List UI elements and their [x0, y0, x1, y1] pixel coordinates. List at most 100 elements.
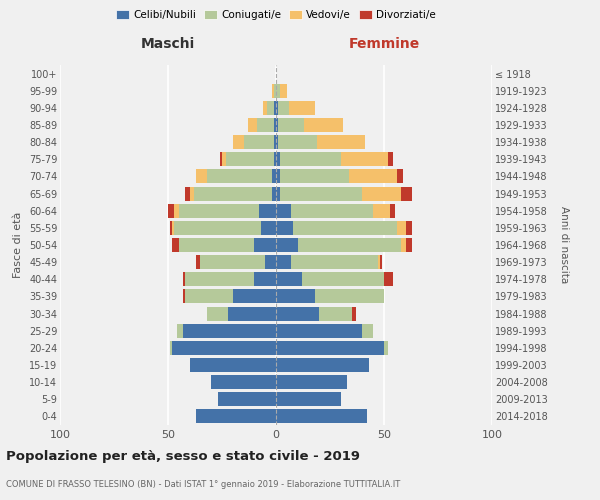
Bar	[315, 290, 384, 304]
Bar	[401, 238, 406, 252]
Bar	[272, 84, 274, 98]
Bar	[233, 135, 244, 149]
Bar	[222, 152, 226, 166]
Bar	[274, 118, 276, 132]
Bar	[276, 221, 293, 235]
Bar	[226, 152, 274, 166]
Bar	[172, 221, 175, 235]
Bar	[278, 101, 289, 115]
Text: Femmine: Femmine	[349, 38, 419, 52]
Bar	[397, 221, 406, 235]
Bar	[244, 135, 274, 149]
Bar	[276, 358, 369, 372]
Bar	[280, 84, 287, 98]
Bar	[302, 272, 384, 286]
Bar	[257, 118, 274, 132]
Bar	[289, 101, 315, 115]
Bar	[276, 152, 280, 166]
Bar	[278, 118, 304, 132]
Bar	[406, 221, 412, 235]
Bar	[276, 341, 384, 355]
Bar	[384, 272, 392, 286]
Bar	[185, 272, 254, 286]
Bar	[183, 290, 185, 304]
Bar	[384, 341, 388, 355]
Bar	[272, 186, 276, 200]
Bar	[172, 238, 179, 252]
Bar	[220, 152, 222, 166]
Bar	[254, 272, 276, 286]
Bar	[259, 204, 276, 218]
Bar	[352, 306, 356, 320]
Bar	[317, 135, 365, 149]
Bar	[207, 170, 272, 183]
Bar	[276, 410, 367, 424]
Bar	[268, 101, 274, 115]
Bar	[176, 324, 183, 338]
Text: Popolazione per età, sesso e stato civile - 2019: Popolazione per età, sesso e stato civil…	[6, 450, 360, 463]
Bar	[274, 101, 276, 115]
Bar	[276, 306, 319, 320]
Bar	[170, 221, 172, 235]
Bar	[391, 204, 395, 218]
Bar	[276, 375, 347, 389]
Bar	[196, 255, 200, 269]
Bar	[263, 101, 268, 115]
Bar	[272, 170, 276, 183]
Bar	[276, 255, 291, 269]
Bar	[175, 204, 179, 218]
Legend: Celibi/Nubili, Coniugati/e, Vedovi/e, Divorziati/e: Celibi/Nubili, Coniugati/e, Vedovi/e, Di…	[115, 8, 437, 22]
Bar	[276, 324, 362, 338]
Bar	[185, 290, 233, 304]
Bar	[190, 358, 276, 372]
Bar	[276, 392, 341, 406]
Bar	[341, 152, 388, 166]
Y-axis label: Anni di nascita: Anni di nascita	[559, 206, 569, 284]
Bar	[291, 255, 377, 269]
Bar	[218, 392, 276, 406]
Bar	[276, 101, 278, 115]
Bar	[276, 272, 302, 286]
Bar	[388, 152, 392, 166]
Bar	[185, 186, 190, 200]
Bar	[207, 306, 229, 320]
Bar	[274, 84, 276, 98]
Bar	[373, 204, 391, 218]
Bar	[211, 375, 276, 389]
Text: Maschi: Maschi	[141, 38, 195, 52]
Bar	[293, 221, 397, 235]
Bar	[377, 255, 380, 269]
Bar	[380, 255, 382, 269]
Bar	[200, 255, 265, 269]
Bar	[168, 204, 175, 218]
Bar	[172, 341, 276, 355]
Bar	[276, 186, 280, 200]
Bar	[183, 324, 276, 338]
Bar	[278, 135, 317, 149]
Bar	[401, 186, 412, 200]
Bar	[276, 84, 280, 98]
Bar	[179, 238, 254, 252]
Bar	[276, 118, 278, 132]
Bar	[194, 186, 272, 200]
Bar	[280, 170, 349, 183]
Bar	[229, 306, 276, 320]
Bar	[280, 152, 341, 166]
Bar	[291, 204, 373, 218]
Bar	[175, 221, 261, 235]
Bar	[349, 170, 397, 183]
Bar	[190, 186, 194, 200]
Bar	[183, 272, 185, 286]
Bar	[248, 118, 257, 132]
Bar	[254, 238, 276, 252]
Bar	[276, 204, 291, 218]
Bar	[397, 170, 403, 183]
Bar	[276, 238, 298, 252]
Bar	[233, 290, 276, 304]
Bar	[179, 204, 259, 218]
Bar	[319, 306, 352, 320]
Bar	[276, 170, 280, 183]
Bar	[196, 410, 276, 424]
Bar	[298, 238, 401, 252]
Bar	[261, 221, 276, 235]
